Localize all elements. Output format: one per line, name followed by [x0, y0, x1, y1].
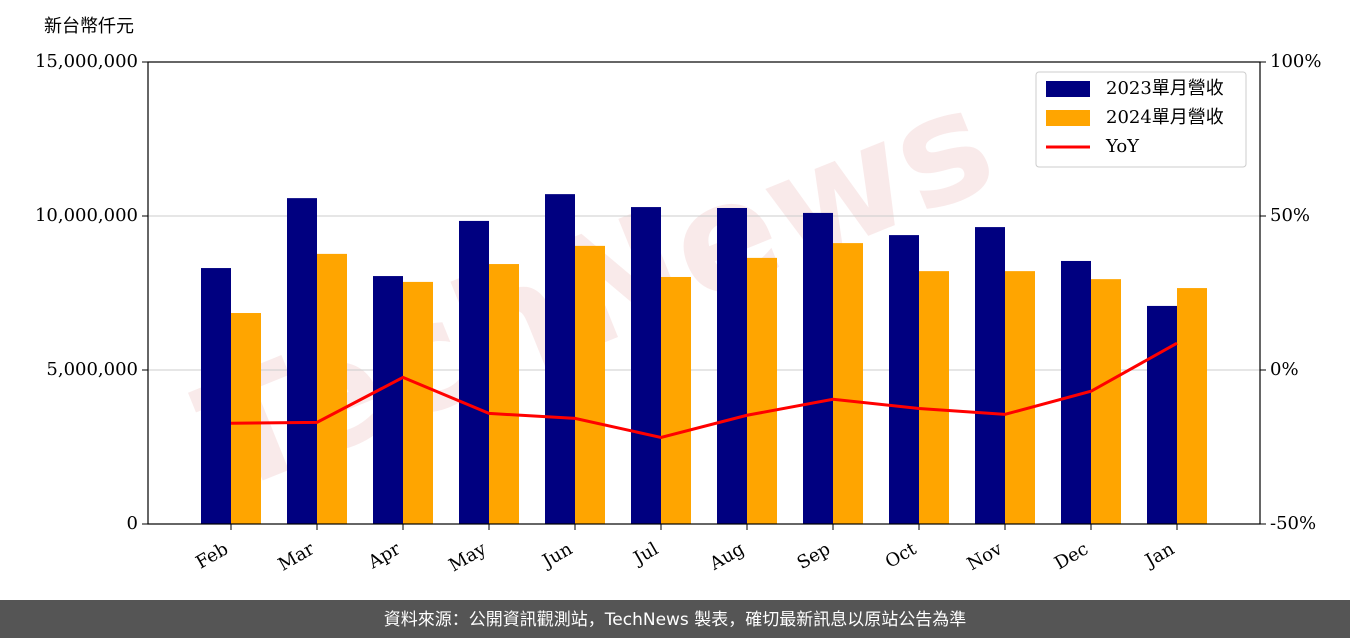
legend-swatch [1046, 81, 1090, 97]
bar [1177, 288, 1207, 524]
bar [575, 245, 605, 524]
bar [1091, 279, 1121, 524]
bar [459, 220, 489, 525]
x-tick-label: Dec [1051, 538, 1092, 574]
bar [631, 207, 661, 524]
legend-label: 2024單月營收 [1106, 107, 1224, 128]
x-tick-label: Jul [628, 538, 662, 570]
y-axis-label: 新台幣仟元 [44, 16, 134, 37]
bar [403, 281, 433, 524]
plot-frame [147, 61, 1261, 525]
bar [287, 198, 317, 525]
bar [717, 207, 747, 524]
bar [201, 268, 231, 524]
y2-tick-label: 0% [1270, 359, 1299, 380]
bar [975, 227, 1005, 524]
x-tick-label: Nov [964, 538, 1007, 575]
legend-label: 2023單月營收 [1106, 78, 1224, 99]
x-tick-label: Jan [1140, 538, 1178, 572]
legend-label: YoY [1105, 136, 1140, 157]
x-tick-label: Oct [882, 538, 921, 573]
bar [833, 243, 863, 524]
y-tick-label: 0 [127, 513, 138, 534]
x-tick-label: May [445, 538, 490, 576]
y-tick-label: 15,000,000 [35, 51, 138, 72]
x-tick-label: Feb [192, 538, 232, 573]
y2-tick-label: -50% [1270, 513, 1316, 534]
bar [889, 235, 919, 524]
bar [747, 257, 777, 524]
source: 資料來源：公開資訊觀測站，TechNews 製表，確切最新訊息以原站公告為準 [384, 610, 966, 630]
y-tick-label: 10,000,000 [35, 205, 138, 226]
bar [1147, 305, 1177, 524]
y-tick-label: 5,000,000 [46, 359, 138, 380]
x-tick-label: Mar [275, 538, 319, 575]
bar [489, 264, 519, 524]
bar [1005, 271, 1035, 524]
bar [373, 276, 403, 524]
x-tick-label: Sep [794, 538, 834, 573]
bar [803, 212, 833, 525]
bar [317, 253, 347, 524]
bar [545, 194, 575, 524]
line [230, 341, 1178, 439]
x-tick-label: Jun [537, 538, 576, 573]
bar [919, 271, 949, 524]
legend-swatch [1046, 110, 1090, 126]
y2-tick-label: 100% [1270, 51, 1321, 72]
bar [661, 276, 691, 524]
footer [0, 600, 1350, 638]
x-tick-label: Apr [364, 538, 404, 573]
y2-tick-label: 50% [1270, 205, 1310, 226]
x-tick-label: Aug [705, 538, 748, 575]
bar [231, 313, 261, 524]
